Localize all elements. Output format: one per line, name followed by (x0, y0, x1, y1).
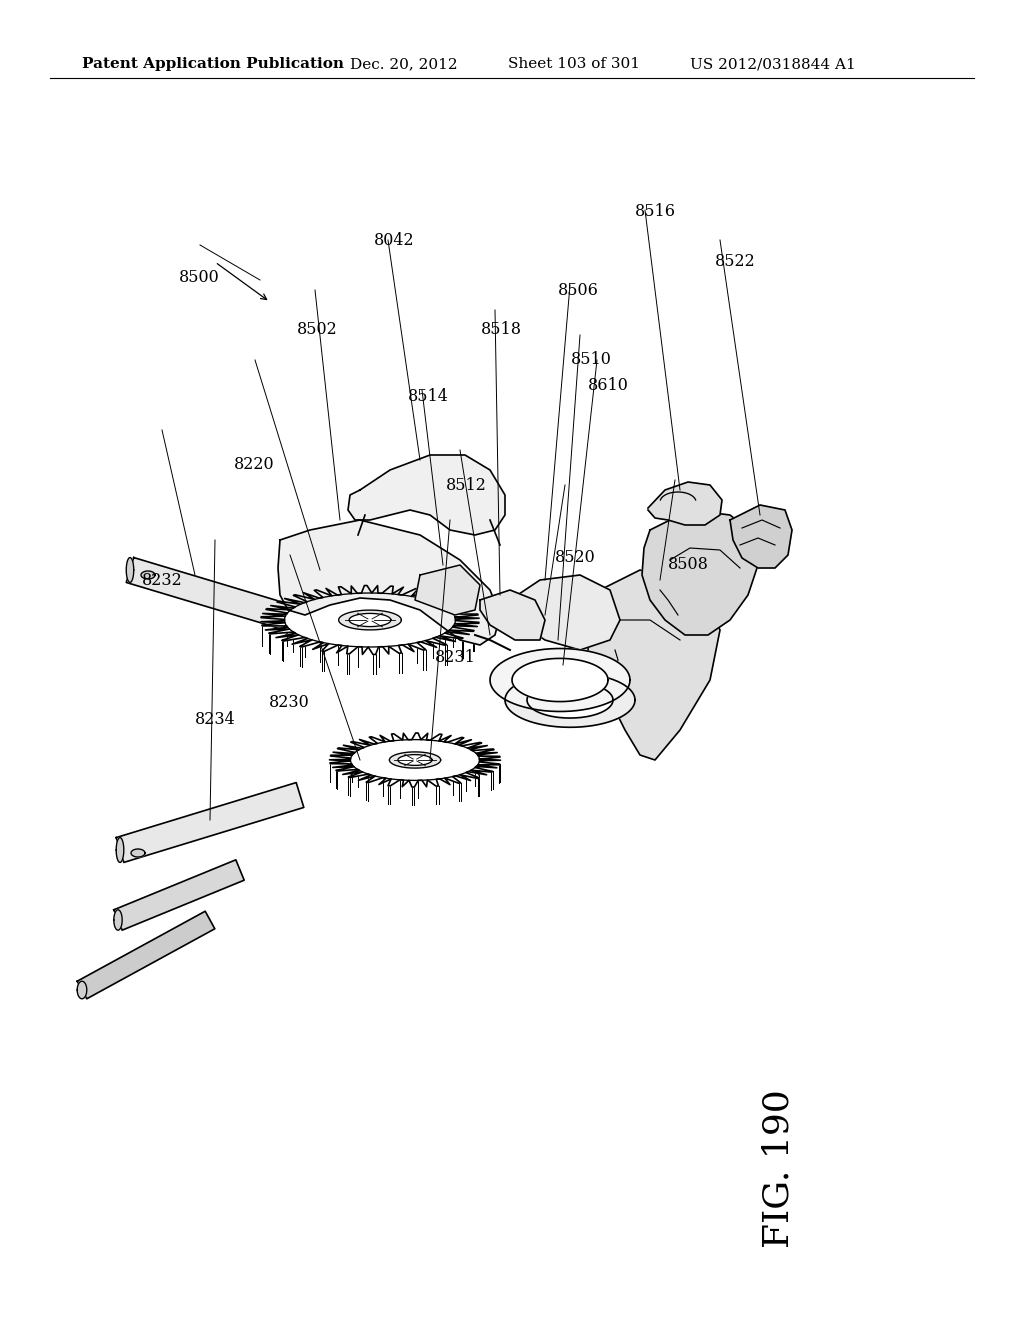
Polygon shape (642, 510, 758, 635)
Text: 8042: 8042 (374, 232, 415, 248)
Text: 8520: 8520 (555, 549, 596, 565)
Polygon shape (77, 981, 87, 999)
Text: 8516: 8516 (635, 203, 676, 219)
Text: 8234: 8234 (195, 711, 236, 727)
Text: 8512: 8512 (445, 478, 486, 494)
Polygon shape (505, 673, 635, 727)
Text: 8500: 8500 (179, 269, 220, 285)
Text: Sheet 103 of 301: Sheet 103 of 301 (508, 57, 640, 71)
Text: Dec. 20, 2012: Dec. 20, 2012 (350, 57, 458, 71)
Polygon shape (126, 557, 134, 582)
Polygon shape (286, 593, 455, 636)
Text: 8522: 8522 (715, 253, 756, 269)
Polygon shape (512, 659, 608, 702)
Polygon shape (348, 455, 505, 535)
Text: 8231: 8231 (435, 649, 476, 665)
Text: US 2012/0318844 A1: US 2012/0318844 A1 (690, 57, 856, 71)
Text: FIG. 190: FIG. 190 (761, 1089, 796, 1247)
Polygon shape (285, 593, 456, 647)
Polygon shape (77, 911, 215, 999)
Polygon shape (480, 590, 545, 640)
Text: 8510: 8510 (570, 351, 611, 367)
Text: 8230: 8230 (268, 694, 309, 710)
Polygon shape (350, 739, 479, 780)
Polygon shape (389, 752, 440, 768)
Polygon shape (730, 506, 792, 568)
Polygon shape (648, 482, 722, 525)
Polygon shape (114, 859, 244, 931)
Text: 8508: 8508 (668, 557, 709, 573)
Polygon shape (141, 572, 155, 579)
Text: 8220: 8220 (233, 457, 274, 473)
Text: 8506: 8506 (558, 282, 599, 298)
Text: 8514: 8514 (408, 388, 449, 404)
Text: 8518: 8518 (481, 322, 522, 338)
Polygon shape (527, 682, 613, 718)
Polygon shape (339, 610, 401, 630)
Text: 8502: 8502 (297, 322, 338, 338)
Polygon shape (278, 520, 500, 645)
Polygon shape (415, 565, 480, 615)
Polygon shape (116, 783, 304, 862)
Polygon shape (349, 614, 391, 627)
Polygon shape (398, 755, 432, 766)
Polygon shape (126, 557, 334, 643)
Polygon shape (490, 648, 630, 711)
Polygon shape (510, 576, 620, 649)
Polygon shape (261, 586, 479, 655)
Polygon shape (116, 838, 124, 862)
Polygon shape (588, 570, 720, 760)
Polygon shape (114, 909, 122, 931)
Text: 8232: 8232 (141, 573, 182, 589)
Polygon shape (330, 733, 501, 787)
Text: 8610: 8610 (588, 378, 629, 393)
Polygon shape (351, 739, 479, 775)
Polygon shape (131, 849, 145, 857)
Text: Patent Application Publication: Patent Application Publication (82, 57, 344, 71)
